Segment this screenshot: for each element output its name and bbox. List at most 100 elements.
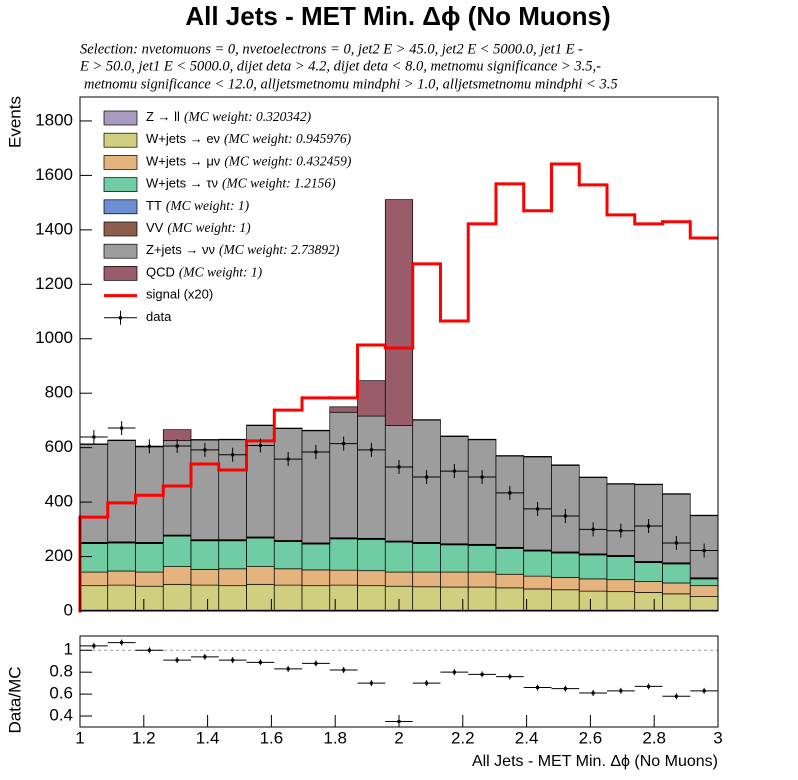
stack-bar [578,476,608,478]
stack-bar [273,584,303,611]
data-point [425,475,429,479]
plot-frame [79,635,719,728]
data-point [258,443,262,447]
legend-label: data [146,309,172,324]
ratio-point [314,661,318,665]
stack-bar [329,538,358,571]
y-axis-label: Data/MC [5,666,24,733]
legend-weight: (MC weight: 0.432459) [224,153,352,168]
stack-bar [440,435,469,437]
stack-bar [246,424,275,426]
legend-swatch [103,110,138,126]
stack-bar [412,571,441,588]
stack-bar [689,585,719,597]
ratio-point [702,689,706,693]
legend-swatch [103,132,138,148]
legend-entry: W+jets → τν (MC weight: 1.2156) [146,176,336,191]
y-tick-label: 1600 [35,165,73,184]
data-point [674,541,678,545]
stack-bar [606,483,636,556]
y-axis-label: Events [5,96,24,148]
stack-bar [523,575,552,590]
data-point [591,527,595,531]
stack-bar [606,556,636,581]
stack-bar [301,543,331,571]
subtitle: E > 50.0, jet1 E < 5000.0, dijet deta > … [79,58,601,74]
legend-weight: (MC weight: 0.945976) [224,131,352,146]
stack-bar [218,540,247,570]
stack-bar [689,515,719,579]
stack-bar [246,537,275,567]
stack-bar [606,483,636,485]
y-tick-label: 1200 [35,274,73,293]
data-point [92,435,96,439]
data-point [147,444,151,448]
stack-bar [79,585,109,611]
legend-weight: (MC weight: 1) [166,198,250,213]
subtitle: metnomu significance < 12.0, alljetsmetn… [84,76,618,92]
legend-swatch [119,316,122,320]
stack-bar [662,593,691,611]
stack-bar [107,440,136,543]
x-tick-label: 2.2 [451,728,475,747]
stack-bar [384,199,414,426]
stack-bar [689,514,719,517]
legend-label: Z → ll [146,109,180,124]
stack-bar [467,571,497,588]
stack-bar [357,380,386,417]
stack-bar [551,464,580,466]
data-point [120,426,124,430]
stack-bar [246,566,275,585]
legend-weight: (MC weight: 1) [167,220,251,235]
stack-bar [467,438,497,441]
stack-bar [440,571,469,588]
stack-bar [384,541,414,573]
x-tick-label: 3 [713,728,722,747]
stack-bar [440,436,469,545]
stack-bar [495,548,525,575]
x-tick-label: 2 [394,728,403,747]
stack-bar [162,440,192,536]
legend-label: QCD [146,265,175,280]
stack-bar [551,464,580,553]
stack-bar [329,406,358,413]
data-point [397,465,401,469]
stack-bar [218,585,247,611]
stack-bar [273,568,303,586]
stack-bar [79,571,109,587]
x-tick-label: 1.6 [260,728,284,747]
data-point [342,442,346,446]
stack-bar [634,592,663,611]
stack-bar [467,439,497,545]
ratio-point [508,675,512,679]
legend-swatch [103,221,138,237]
stack-bar [523,456,552,458]
stack-bar [357,585,386,611]
data-point [203,448,207,452]
y-tick-label: 600 [45,437,73,456]
stack-bar [689,578,719,587]
data-point [314,450,318,454]
stack-bar [467,545,497,573]
legend-swatch [103,199,138,215]
data-point [175,444,179,448]
legend-weight: (MC weight: 0.320342) [184,109,312,124]
stack-bar [135,543,164,573]
legend-weight: (MC weight: 1) [179,264,263,279]
stack-bar [301,585,331,611]
stack-bar [495,573,525,589]
data-point [286,457,290,461]
stack-bar [107,439,136,441]
ratio-point [647,684,651,688]
legend-entry: W+jets → eν (MC weight: 0.945976) [146,131,352,146]
y-tick-label: 800 [45,383,73,402]
x-tick-label: 1.2 [132,728,156,747]
legend-label: Z+jets → νν [146,243,215,258]
stack-bar [578,554,608,580]
stack-bar [662,563,691,584]
stack-bar [384,571,414,587]
stack-bar [578,477,608,555]
stack-bar [662,582,691,595]
